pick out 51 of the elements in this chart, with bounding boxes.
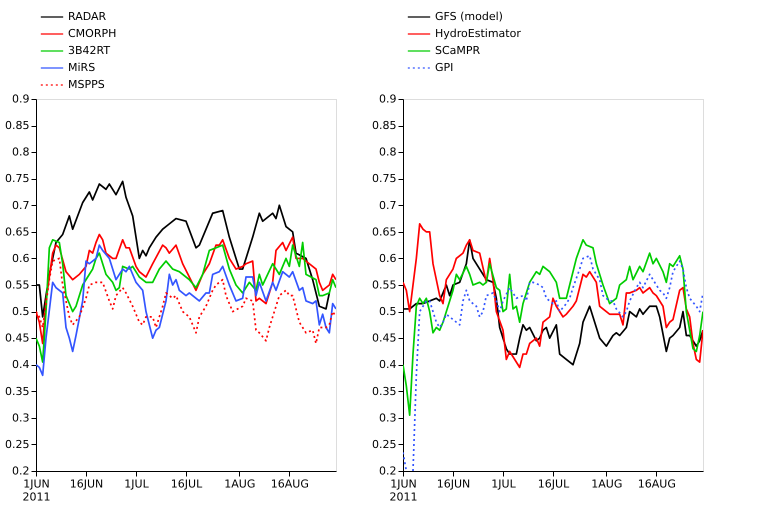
y-tick-label: 0.3: [379, 411, 396, 424]
x-tick-label: 1JUL: [124, 478, 150, 490]
y-tick-label: 0.9: [379, 92, 396, 106]
x-tick-label: 1AUG: [591, 478, 622, 490]
y-tick-label: 0.4: [379, 358, 396, 372]
y-tick-label: 0.35: [5, 384, 30, 398]
legend-label: MSPPS: [68, 78, 105, 91]
x-tick-label: 16JUL: [170, 478, 204, 490]
x-tick-label: 1AUG: [224, 478, 256, 490]
legend-label: HydroEstimator: [435, 27, 522, 40]
y-tick-label: 0.2: [12, 464, 30, 478]
y-tick-label: 0.4: [12, 358, 30, 372]
x-tick-label: 1JUN 2011: [390, 478, 418, 504]
y-tick-label: 0.85: [372, 119, 396, 132]
legend-label: SCaMPR: [435, 44, 481, 57]
y-tick-label: 0.5: [379, 305, 396, 318]
y-tick-label: 0.45: [5, 332, 30, 345]
legend-label: 3B42RT: [68, 44, 110, 57]
y-tick-label: 0.9: [12, 92, 30, 106]
x-tick-label: 1JUL: [491, 478, 517, 490]
y-tick-label: 0.5: [12, 305, 30, 318]
y-tick-label: 0.75: [5, 172, 30, 186]
x-tick-label: 16AUG: [270, 478, 309, 490]
x-tick-label: 1JUN 2011: [22, 478, 50, 504]
y-tick-label: 0.85: [5, 119, 30, 132]
y-tick-label: 0.65: [372, 225, 396, 238]
y-tick-label: 0.3: [12, 411, 30, 424]
y-tick-label: 0.7: [379, 198, 396, 212]
y-tick-label: 0.35: [372, 384, 396, 398]
y-tick-label: 0.6: [379, 252, 396, 265]
y-tick-label: 0.8: [12, 146, 30, 159]
y-tick-label: 0.45: [372, 332, 396, 345]
y-tick-label: 0.55: [372, 278, 396, 292]
legend-label: RADAR: [68, 10, 107, 23]
x-tick-label: 16JUN: [70, 478, 104, 490]
y-tick-label: 0.8: [379, 146, 396, 159]
y-tick-label: 0.25: [5, 438, 30, 451]
x-tick-label: 16JUL: [538, 478, 570, 490]
y-tick-label: 0.7: [12, 198, 30, 212]
y-tick-label: 0.25: [372, 438, 396, 451]
x-tick-label: 16AUG: [638, 478, 676, 490]
y-tick-label: 0.55: [5, 278, 30, 292]
y-tick-label: 0.65: [5, 225, 30, 238]
y-tick-label: 0.2: [379, 464, 396, 478]
x-tick-label: 16JUN: [436, 478, 470, 490]
y-tick-label: 0.75: [372, 172, 396, 186]
legend-label: CMORPH: [68, 27, 116, 40]
legend-label: GPI: [435, 61, 454, 74]
y-tick-label: 0.6: [12, 252, 30, 265]
legend-label: MiRS: [68, 61, 96, 74]
legend-label: GFS (model): [435, 10, 503, 23]
